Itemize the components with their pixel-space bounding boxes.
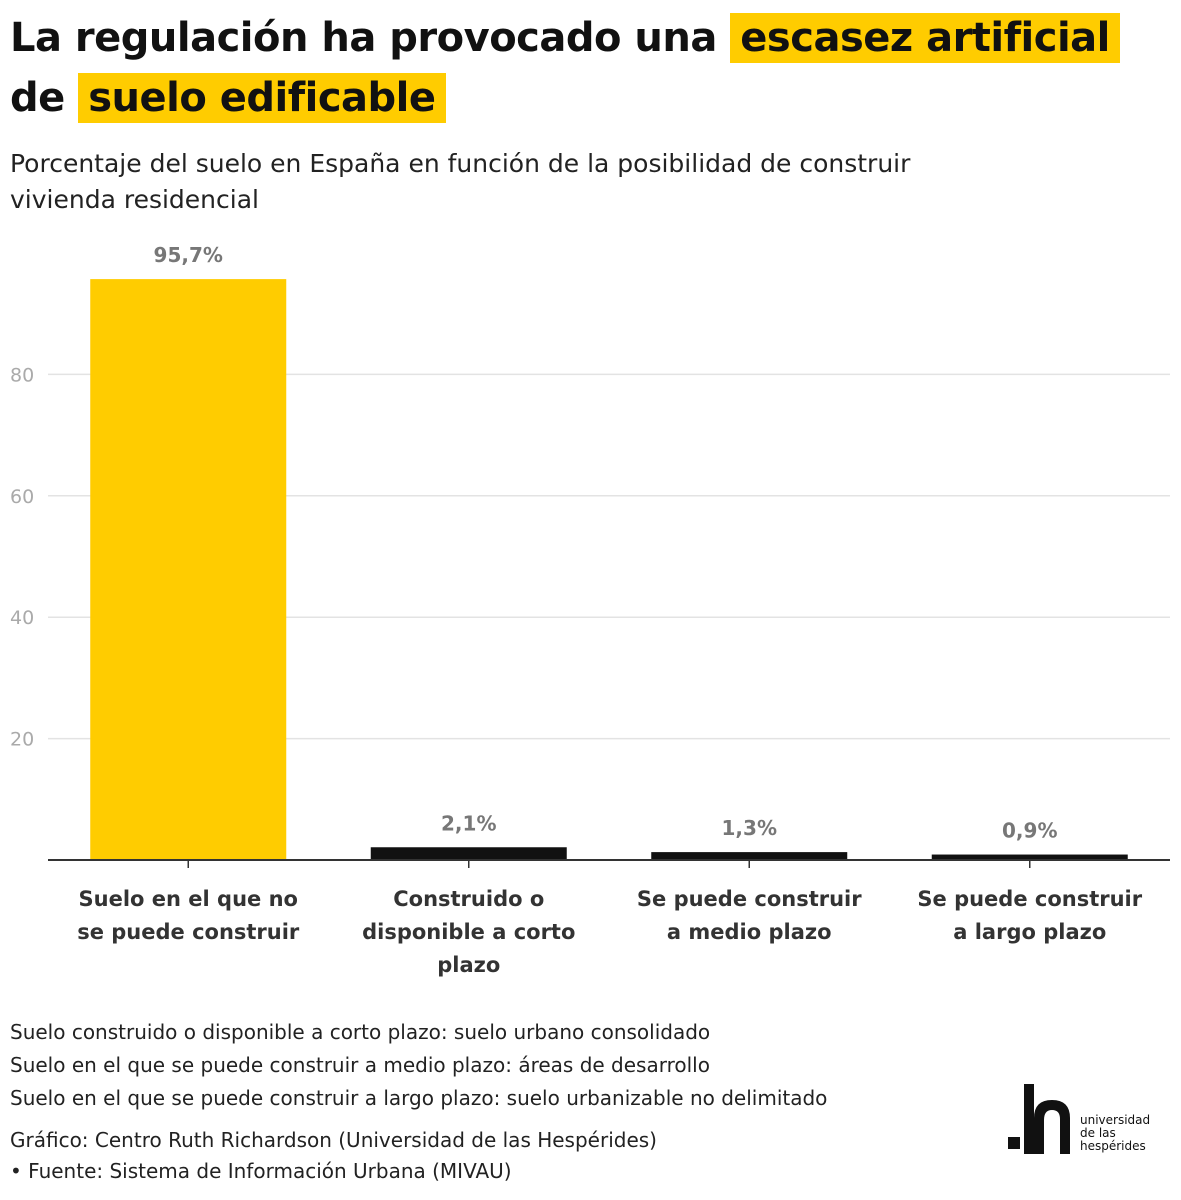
logo-dot-icon (1008, 1137, 1020, 1149)
y-tick-label: 60 (10, 486, 34, 508)
x-category-label-line: se puede construir (77, 920, 300, 944)
y-tick-label: 40 (10, 607, 34, 629)
x-category-label: Se puede construir a largo plazo (917, 887, 1142, 944)
bar (90, 279, 287, 860)
y-tick-label: 20 (10, 729, 34, 751)
x-category-label-line: plazo (437, 953, 500, 977)
bar-value-label: 95,7% (154, 243, 223, 267)
title-highlight-2: suelo edificable (78, 73, 446, 123)
chart-title: La regulación ha provocado una escasez a… (10, 8, 1170, 128)
logo-text-line: hespérides (1080, 1139, 1146, 1153)
bar-chart: 20 40 60 80 95,7% 2,1% 1,3% 0,9% Suelo en el que… (10, 243, 1170, 977)
logo-text-line: de las (1080, 1126, 1116, 1140)
bar (931, 854, 1128, 860)
x-category-label-line: Se puede construir (637, 887, 862, 911)
chart-subtitle: Porcentaje del suelo en España en funció… (10, 149, 911, 214)
x-category-label: Construido o disponible a corto plazo (362, 887, 575, 977)
bar-value-label: 0,9% (1002, 819, 1057, 843)
bar-value-label: 1,3% (722, 816, 777, 840)
source-credit: • Fuente: Sistema de Información Urbana … (10, 1159, 512, 1183)
title-highlight-1: escasez artificial (730, 13, 1120, 63)
x-category-label: Suelo en el que no se puede construir (77, 887, 300, 944)
x-category-label-line: Suelo en el que no (79, 887, 298, 911)
title-text-2: de (10, 75, 65, 121)
y-tick-label: 80 (10, 364, 34, 386)
bar (370, 847, 567, 860)
chart-notes: Suelo construido o disponible a corto pl… (10, 1016, 970, 1115)
logo-text-line: universidad (1080, 1113, 1151, 1127)
note-line: Suelo construido o disponible a corto pl… (10, 1020, 711, 1044)
logo-text: universidad de las hespérides (1080, 1114, 1150, 1153)
x-category-label: Se puede construir a medio plazo (637, 887, 862, 944)
note-line: Suelo en el que se puede construir a lar… (10, 1086, 828, 1110)
x-category-label-line: Construido o (393, 887, 544, 911)
logo-h-icon (1024, 1084, 1070, 1154)
x-category-label-line: Se puede construir (917, 887, 1142, 911)
note-line: Suelo en el que se puede construir a med… (10, 1053, 710, 1077)
x-category-label-line: disponible a corto (362, 920, 575, 944)
chart-credits: Gráfico: Centro Ruth Richardson (Univers… (10, 1125, 970, 1187)
title-text-1: La regulación ha provocado una (10, 15, 717, 61)
bar (651, 852, 848, 860)
x-category-label-line: a largo plazo (953, 920, 1106, 944)
bar-value-label: 2,1% (441, 811, 496, 835)
graphic-credit: Gráfico: Centro Ruth Richardson (Univers… (10, 1128, 657, 1152)
university-logo: universidad de las hespérides (1008, 1084, 1168, 1160)
x-category-label-line: a medio plazo (667, 920, 832, 944)
